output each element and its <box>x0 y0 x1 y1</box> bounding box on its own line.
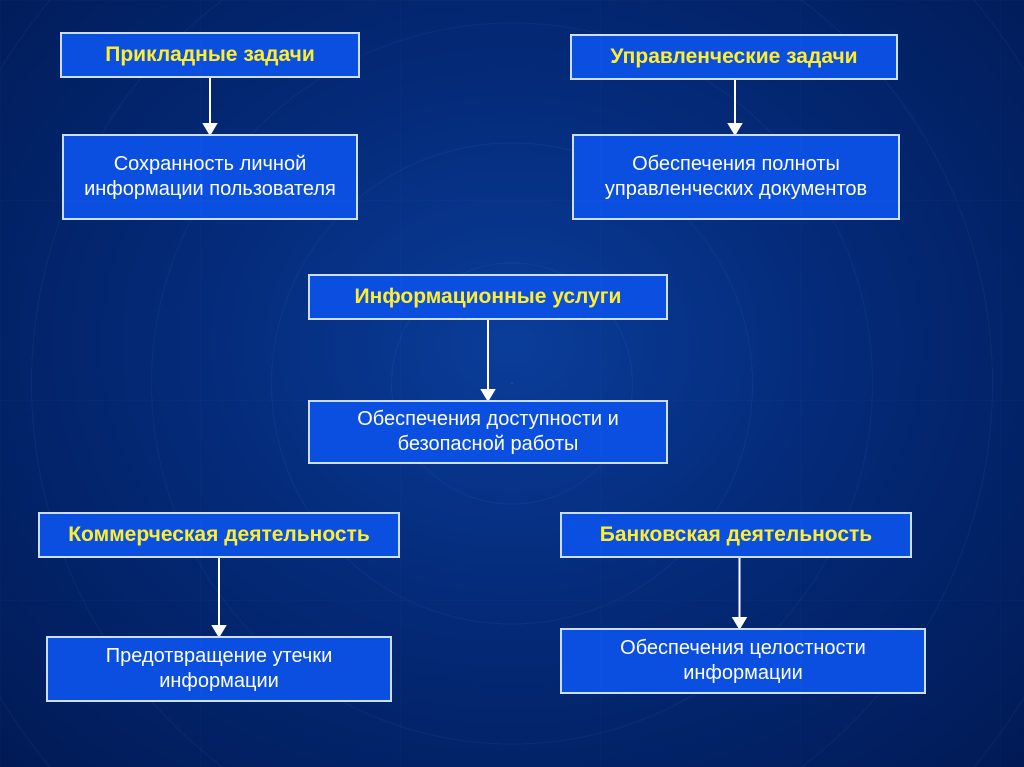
heading-box-n2: Управленческие задачи <box>570 34 898 80</box>
box-label: Предотвращение утечки информации <box>58 644 380 694</box>
heading-box-n1: Прикладные задачи <box>60 32 360 78</box>
box-label: Банковская деятельность <box>600 522 872 548</box>
box-label: Обеспечения доступности и безопасной раб… <box>320 407 656 457</box>
sub-box-n6: Обеспечения доступности и безопасной раб… <box>308 400 668 464</box>
arrow-n5-n6 <box>482 320 494 400</box>
box-label: Управленческие задачи <box>610 44 857 70</box>
sub-box-n10: Обеспечения целостности информации <box>560 628 926 694</box>
arrow-n8-n10 <box>734 558 746 628</box>
heading-box-n7: Коммерческая деятельность <box>38 512 400 558</box>
box-label: Коммерческая деятельность <box>68 522 370 548</box>
diagram-stage: Прикладные задачи Управленческие задачи Со… <box>0 0 1024 767</box>
arrow-n2-n4 <box>729 80 741 134</box>
box-label: Сохранность личной информации пользовате… <box>74 152 346 202</box>
box-label: Прикладные задачи <box>105 42 315 68</box>
heading-box-n5: Информационные услуги <box>308 274 668 320</box>
box-label: Информационные услуги <box>355 284 622 310</box>
box-label: Обеспечения полноты управленческих докум… <box>584 152 888 202</box>
sub-box-n4: Обеспечения полноты управленческих докум… <box>572 134 900 220</box>
heading-box-n8: Банковская деятельность <box>560 512 912 558</box>
arrow-n7-n9 <box>213 558 225 636</box>
arrow-n1-n3 <box>204 78 216 134</box>
box-label: Обеспечения целостности информации <box>572 636 914 686</box>
sub-box-n3: Сохранность личной информации пользовате… <box>62 134 358 220</box>
sub-box-n9: Предотвращение утечки информации <box>46 636 392 702</box>
